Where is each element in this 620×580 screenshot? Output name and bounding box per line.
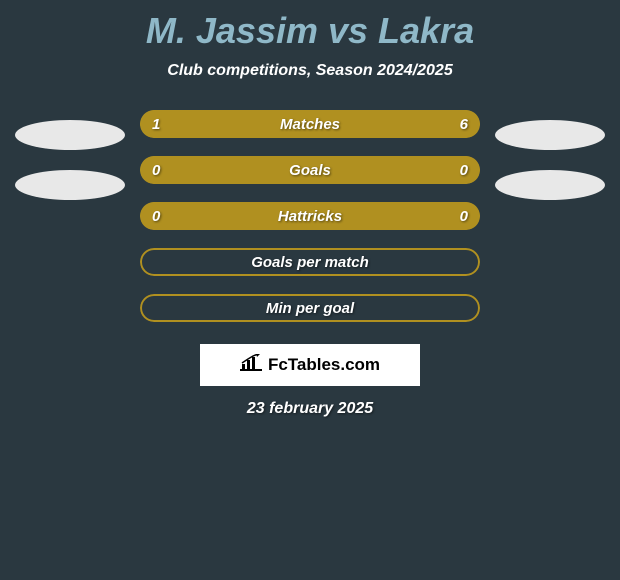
stat-label: Hattricks [140, 202, 480, 230]
page-title: M. Jassim vs Lakra [0, 10, 620, 52]
avatar-right [495, 170, 605, 200]
chart-icon [240, 354, 262, 377]
stat-bar: Min per goal [140, 294, 480, 322]
stats-area: 16Matches 00Goals 00Hattricks Goals per mat… [0, 110, 620, 322]
avatar-left [15, 170, 125, 200]
stat-label: Goals [140, 156, 480, 184]
stat-bars: 16Matches 00Goals 00Hattricks Goals per mat… [140, 110, 480, 322]
stat-bar: Goals per match [140, 248, 480, 276]
date: 23 february 2025 [0, 400, 620, 418]
stat-bar: 00Goals [140, 156, 480, 184]
stat-label: Goals per match [140, 248, 480, 276]
avatar-left [15, 120, 125, 150]
avatars-right [495, 110, 605, 200]
comparison-card: M. Jassim vs Lakra Club competitions, Se… [0, 0, 620, 428]
stat-label: Min per goal [140, 294, 480, 322]
stat-bar: 00Hattricks [140, 202, 480, 230]
site-logo[interactable]: FcTables.com [200, 344, 420, 386]
stat-bar: 16Matches [140, 110, 480, 138]
logo-text: FcTables.com [268, 355, 380, 375]
stat-label: Matches [140, 110, 480, 138]
avatar-right [495, 120, 605, 150]
subtitle: Club competitions, Season 2024/2025 [0, 62, 620, 80]
avatars-left [15, 110, 125, 200]
